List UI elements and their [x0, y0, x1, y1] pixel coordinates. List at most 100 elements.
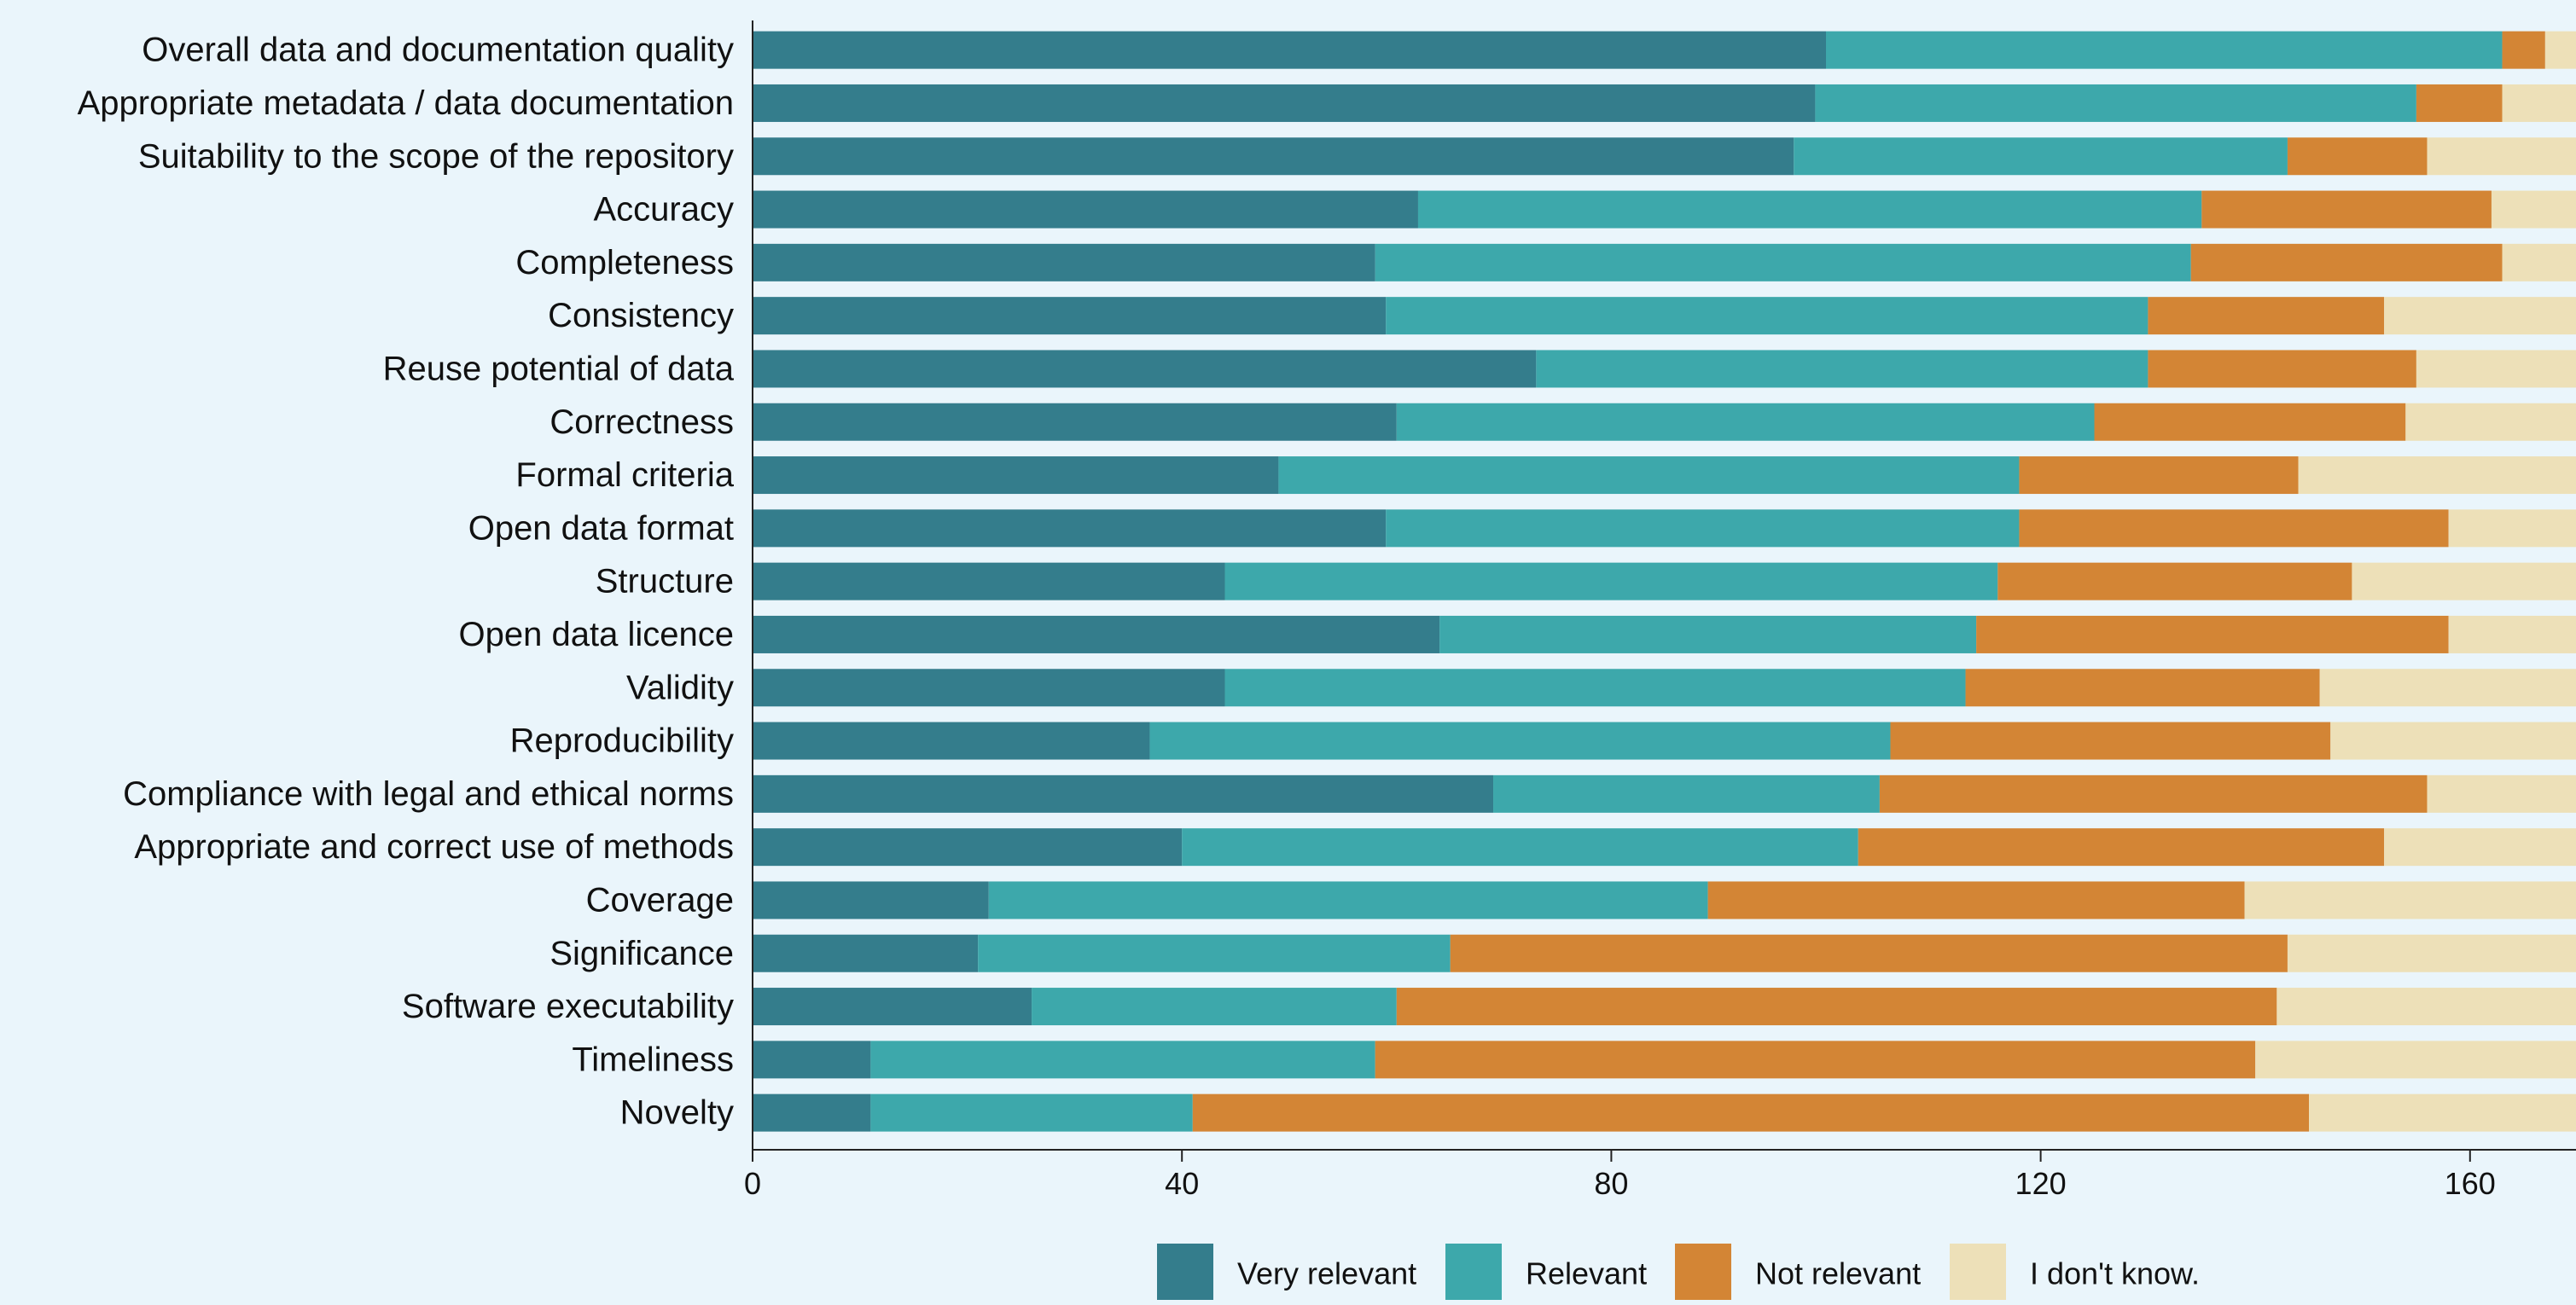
x-tick-label: 120: [2015, 1166, 2067, 1201]
bar-segment-i-don-t-know: [2544, 31, 2576, 69]
bar-segment-relevant: [1439, 615, 1977, 653]
bar-segment-not-relevant: [1707, 881, 2245, 919]
bar-segment-very-relevant: [753, 562, 1225, 600]
legend-swatch: [1950, 1244, 2006, 1300]
bar-segment-i-don-t-know: [2384, 297, 2576, 335]
bar-segment-very-relevant: [753, 456, 1279, 495]
category-label: Coverage: [586, 881, 734, 919]
bar-segment-very-relevant: [753, 403, 1397, 441]
bar-segment-i-don-t-know: [2427, 774, 2576, 813]
bar-segment-very-relevant: [753, 722, 1150, 760]
bar-segment-not-relevant: [2287, 137, 2428, 176]
category-label: Consistency: [548, 297, 734, 334]
x-tick-label: 0: [744, 1166, 761, 1201]
bar-segment-i-don-t-know: [2405, 403, 2576, 441]
bar-segment-i-don-t-know: [2298, 456, 2576, 495]
axes: [752, 20, 2576, 1151]
bar-segment-very-relevant: [753, 1093, 871, 1132]
bar-segment-not-relevant: [2148, 350, 2416, 388]
category-label: Compliance with legal and ethical norms: [123, 775, 734, 813]
bar-segment-very-relevant: [753, 137, 1794, 176]
bar-segment-not-relevant: [1192, 1093, 2310, 1132]
bar-segment-i-don-t-know: [2319, 669, 2576, 707]
bar-segment-relevant: [1417, 190, 2202, 229]
bar-segment-very-relevant: [753, 509, 1387, 548]
legend-swatch: [1675, 1244, 1731, 1300]
category-label: Appropriate and correct use of methods: [134, 828, 734, 866]
bar-segment-i-don-t-know: [2491, 190, 2576, 229]
bar-segment-not-relevant: [1375, 1041, 2256, 1079]
bar-segment-relevant: [1386, 509, 2020, 548]
category-label: Validity: [626, 669, 734, 706]
bar-segment-i-don-t-know: [2448, 509, 2576, 548]
bar-segment-i-don-t-know: [2255, 1041, 2576, 1079]
bar-segment-very-relevant: [753, 350, 1537, 388]
bar-segment-not-relevant: [1965, 669, 2320, 707]
category-label: Formal criteria: [515, 456, 734, 494]
bar-segment-i-don-t-know: [2309, 1093, 2576, 1132]
bar-segment-i-don-t-know: [2352, 562, 2576, 600]
bar-segment-very-relevant: [753, 669, 1225, 707]
x-tick-label: 160: [2445, 1166, 2496, 1201]
category-label: Correctness: [550, 403, 734, 441]
category-label: Reuse potential of data: [383, 350, 735, 387]
bar-segment-very-relevant: [753, 615, 1440, 653]
x-axis-ticks: 0 40 80 120 160: [744, 1150, 2496, 1201]
bar-segment-relevant: [1032, 988, 1397, 1026]
bar-segment-relevant: [988, 881, 1708, 919]
category-label: Completeness: [515, 244, 734, 281]
bar-segment-i-don-t-know: [2448, 615, 2576, 653]
bar-segment-relevant: [1815, 84, 2416, 122]
bar-segment-not-relevant: [1997, 562, 2352, 600]
bar-segment-very-relevant: [753, 190, 1418, 229]
x-tick-label: 80: [1594, 1166, 1628, 1201]
bar-segment-very-relevant: [753, 934, 979, 972]
bar-segment-relevant: [1794, 137, 2288, 176]
bar-segment-relevant: [1224, 669, 1966, 707]
category-label: Significance: [550, 935, 734, 972]
bar-segment-not-relevant: [2019, 509, 2449, 548]
bar-segment-not-relevant: [2190, 243, 2503, 281]
bar-segment-relevant: [1396, 403, 2095, 441]
bar-segment-not-relevant: [2148, 297, 2385, 335]
bar-segment-relevant: [1375, 243, 2191, 281]
category-label: Overall data and documentation quality: [142, 32, 734, 69]
bar-segment-relevant: [870, 1093, 1193, 1132]
bar-segment-relevant: [1278, 456, 2020, 495]
legend: Very relevant Relevant Not relevant I don't…: [1157, 1244, 2200, 1300]
bar-segment-not-relevant: [2201, 190, 2492, 229]
x-tick-label: 40: [1165, 1166, 1199, 1201]
bar-segment-i-don-t-know: [2330, 722, 2576, 760]
bar-segment-i-don-t-know: [2277, 988, 2576, 1026]
bar-segment-i-don-t-know: [2502, 84, 2576, 122]
bar-segment-i-don-t-know: [2244, 881, 2576, 919]
bar-segment-relevant: [1536, 350, 2149, 388]
category-label: Structure: [596, 563, 734, 600]
bar-segment-not-relevant: [2502, 31, 2545, 69]
bars-layer: [753, 31, 2576, 1132]
category-label: Software executability: [402, 988, 734, 1025]
bar-segment-very-relevant: [753, 1041, 871, 1079]
bar-segment-i-don-t-know: [2384, 828, 2576, 867]
legend-label: Very relevant: [1237, 1256, 1416, 1291]
bar-segment-not-relevant: [2416, 84, 2503, 122]
bar-segment-very-relevant: [753, 881, 989, 919]
category-label: Novelty: [620, 1094, 734, 1132]
bar-segment-i-don-t-know: [2287, 934, 2576, 972]
bar-segment-not-relevant: [1890, 722, 2331, 760]
bar-segment-not-relevant: [2019, 456, 2299, 495]
category-label: Reproducibility: [510, 722, 734, 760]
bar-segment-very-relevant: [753, 31, 1826, 69]
bar-segment-relevant: [1493, 774, 1880, 813]
bar-segment-very-relevant: [753, 243, 1375, 281]
bar-segment-not-relevant: [2094, 403, 2406, 441]
bar-segment-i-don-t-know: [2416, 350, 2576, 388]
bar-segment-relevant: [1149, 722, 1891, 760]
bar-segment-very-relevant: [753, 828, 1183, 867]
bar-segment-relevant: [978, 934, 1451, 972]
bar-segment-relevant: [1224, 562, 1998, 600]
bar-segment-very-relevant: [753, 774, 1494, 813]
category-labels: Overall data and documentation quality Ap…: [78, 32, 735, 1132]
